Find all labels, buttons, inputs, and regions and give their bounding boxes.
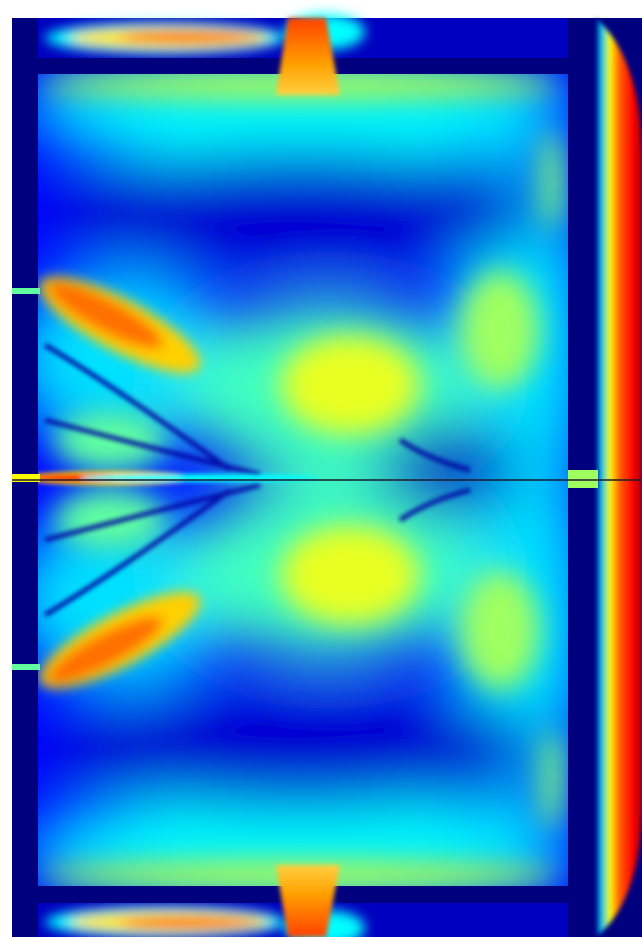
left-feed-pins: [12, 288, 40, 670]
bottom-coupling-stub: [276, 865, 340, 937]
right-strip: [594, 18, 642, 937]
top-coupling-stub: [276, 18, 340, 95]
right-port: [568, 470, 598, 488]
